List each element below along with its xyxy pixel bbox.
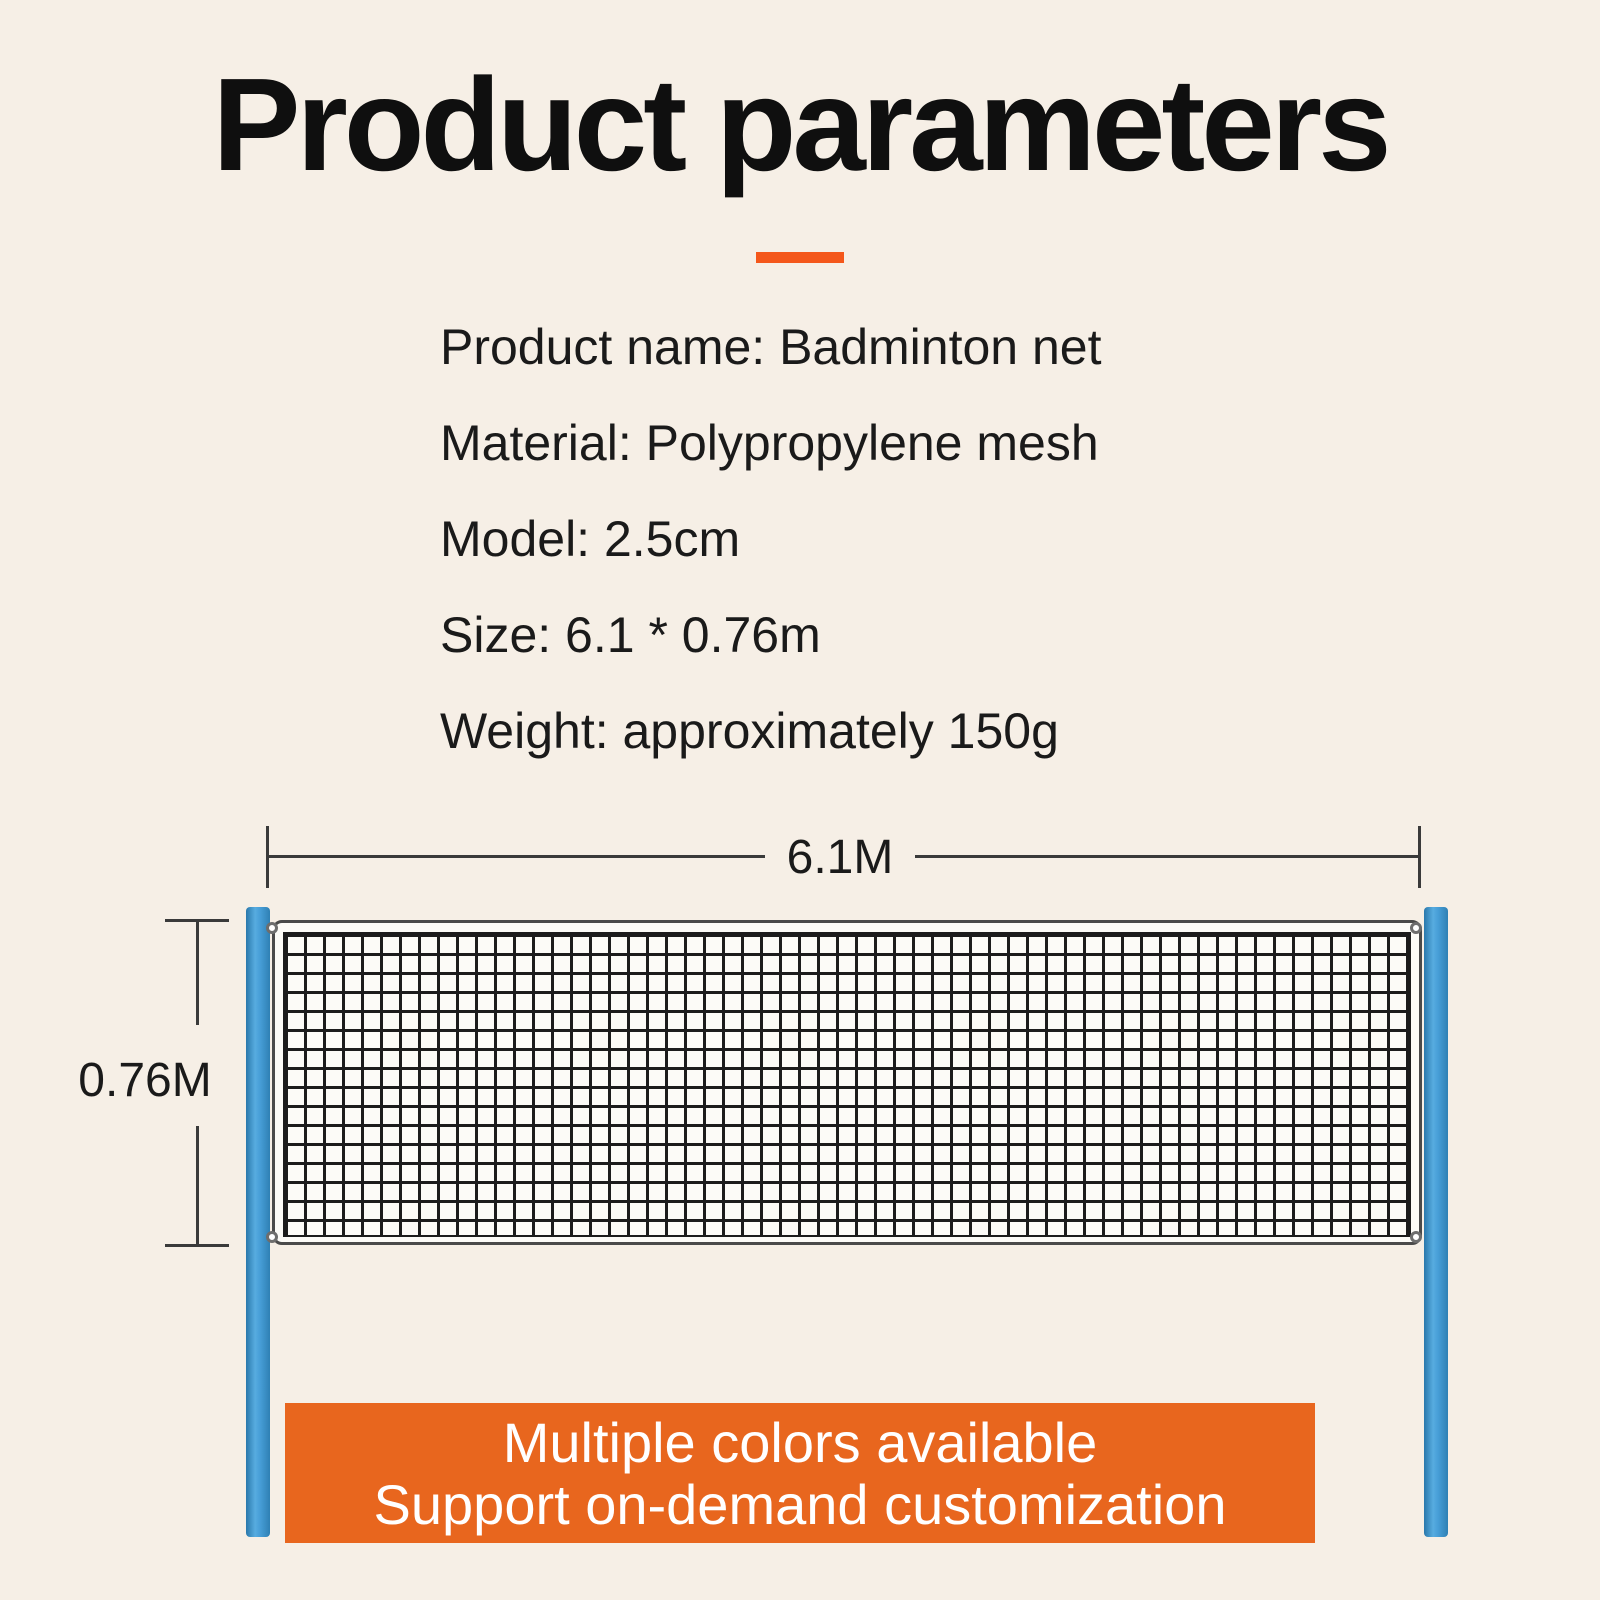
page-title: Product parameters [212, 51, 1391, 198]
net-eyelet-bottom-left-icon [266, 1231, 278, 1243]
spec-line-weight: Weight: approximately 150g [440, 703, 1059, 759]
left-pole-illustration [246, 907, 270, 1537]
title-divider [756, 252, 844, 263]
spec-line-material: Material: Polypropylene mesh [440, 415, 1099, 471]
right-pole-illustration [1424, 907, 1448, 1537]
width-dimension-line-left [268, 855, 765, 858]
width-dimension-tick-right [1418, 826, 1421, 888]
height-dimension-line-upper [196, 921, 199, 1025]
banner-line-2: Support on-demand customization [373, 1473, 1227, 1536]
net-eyelet-top-left-icon [266, 922, 278, 934]
net-eyelet-bottom-right-icon [1410, 1231, 1422, 1243]
spec-line-model: Model: 2.5cm [440, 511, 741, 567]
width-dimension-tick-left [266, 826, 269, 888]
net-eyelet-top-right-icon [1410, 922, 1422, 934]
width-dimension-line-right [915, 855, 1421, 858]
spec-line-size: Size: 6.1 * 0.76m [440, 607, 821, 663]
net-panel-illustration [272, 920, 1422, 1245]
height-dimension-tick-top [165, 919, 229, 922]
height-dimension-tick-bottom [165, 1244, 229, 1247]
net-mesh-grid [283, 932, 1411, 1237]
height-dimension-label: 0.76M [78, 1054, 212, 1107]
spec-line-product-name: Product name: Badminton net [440, 319, 1102, 375]
specs-list: Product name: Badminton net Material: Po… [440, 299, 1102, 779]
height-dimension-line-lower [196, 1126, 199, 1246]
banner-line-1: Multiple colors available [502, 1411, 1098, 1474]
width-dimension-label: 6.1M [786, 831, 894, 884]
promo-banner: Multiple colors available Support on-dem… [285, 1403, 1315, 1543]
